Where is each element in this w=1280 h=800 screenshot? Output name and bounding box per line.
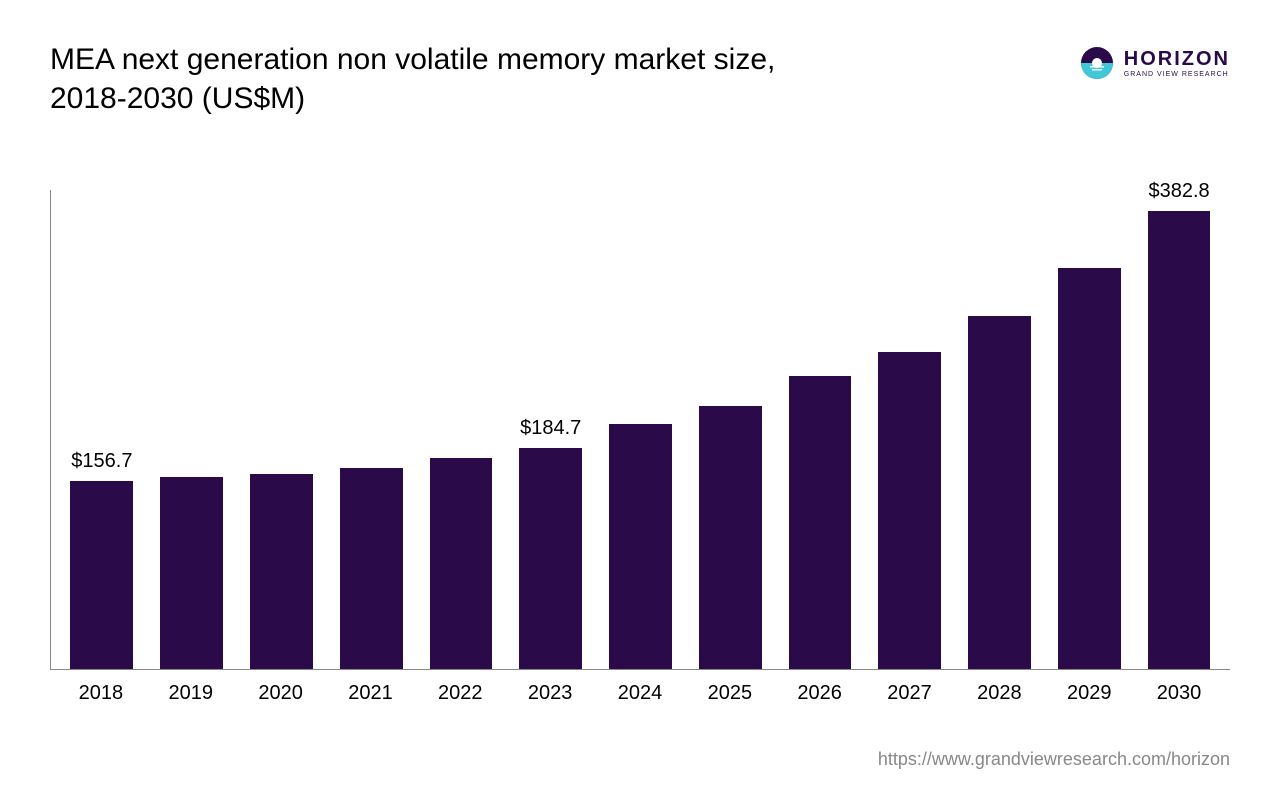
bar-wrap xyxy=(596,190,686,669)
bar-wrap: $382.8 xyxy=(1134,190,1224,669)
bar xyxy=(1148,211,1211,669)
bar-value-label: $382.8 xyxy=(1116,180,1242,203)
x-axis: 2018201920202021202220232024202520262027… xyxy=(50,670,1230,710)
bar-wrap xyxy=(775,190,865,669)
horizon-logo-icon xyxy=(1080,46,1114,80)
bar-wrap xyxy=(1044,190,1134,669)
bars-group: $156.7 $184.7 $382.8 xyxy=(51,190,1230,669)
x-tick-label: 2025 xyxy=(685,670,775,710)
chart-container: MEA next generation non volatile memory … xyxy=(0,0,1280,800)
x-tick-label: 2026 xyxy=(775,670,865,710)
bar-wrap xyxy=(326,190,416,669)
bar-wrap xyxy=(955,190,1045,669)
bar xyxy=(609,424,672,669)
x-tick-label: 2019 xyxy=(146,670,236,710)
x-tick-label: 2027 xyxy=(865,670,955,710)
bar xyxy=(430,458,493,669)
bar xyxy=(968,316,1031,669)
bar xyxy=(699,406,762,669)
x-tick-label: 2020 xyxy=(236,670,326,710)
plot-region: $156.7 $184.7 $382.8 xyxy=(50,190,1230,670)
bar xyxy=(340,468,403,669)
header: MEA next generation non volatile memory … xyxy=(50,40,1230,118)
logo-text-wrap: HORIZON GRAND VIEW RESEARCH xyxy=(1124,49,1230,78)
x-tick-label: 2028 xyxy=(954,670,1044,710)
bar-wrap xyxy=(865,190,955,669)
bar-wrap xyxy=(685,190,775,669)
bar-wrap xyxy=(237,190,327,669)
bar xyxy=(519,448,582,669)
bar xyxy=(789,376,852,669)
chart-area: $156.7$184.7$382.8 201820192020202120222… xyxy=(50,190,1230,710)
x-tick-label: 2022 xyxy=(415,670,505,710)
x-tick-label: 2029 xyxy=(1044,670,1134,710)
source-url: https://www.grandviewresearch.com/horizo… xyxy=(878,749,1230,770)
bar xyxy=(878,352,941,669)
bar-wrap: $156.7 xyxy=(57,190,147,669)
bar xyxy=(1058,268,1121,669)
brand-logo: HORIZON GRAND VIEW RESEARCH xyxy=(1080,40,1230,80)
x-tick-label: 2030 xyxy=(1134,670,1224,710)
bar-wrap xyxy=(147,190,237,669)
bar xyxy=(160,477,223,669)
bar xyxy=(250,474,313,669)
chart-title: MEA next generation non volatile memory … xyxy=(50,40,850,118)
logo-text: HORIZON xyxy=(1124,49,1230,69)
bar-wrap: $184.7 xyxy=(506,190,596,669)
x-tick-label: 2018 xyxy=(56,670,146,710)
logo-subtext: GRAND VIEW RESEARCH xyxy=(1124,71,1230,78)
x-tick-label: 2023 xyxy=(505,670,595,710)
x-tick-label: 2021 xyxy=(326,670,416,710)
x-tick-label: 2024 xyxy=(595,670,685,710)
bar xyxy=(70,481,133,669)
